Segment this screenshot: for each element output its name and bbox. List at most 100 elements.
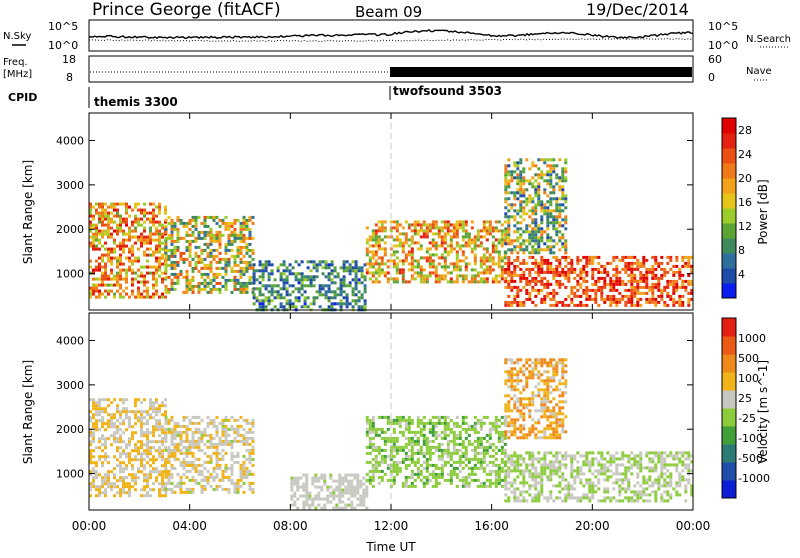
- heatmap-cell: [116, 449, 119, 452]
- heatmap-cell: [513, 197, 516, 200]
- heatmap-cell: [301, 278, 304, 281]
- heatmap-cell: [570, 262, 573, 265]
- heatmap-cell: [201, 449, 204, 452]
- heatmap-cell: [471, 467, 474, 470]
- heatmap-cell: [549, 469, 552, 472]
- heatmap-cell: [149, 218, 152, 221]
- heatmap-cell: [585, 262, 588, 265]
- heatmap-cell: [155, 257, 158, 260]
- heatmap-cell: [642, 475, 645, 478]
- heatmap-cell: [116, 431, 119, 434]
- heatmap-cell: [528, 224, 531, 227]
- heatmap-cell: [450, 470, 453, 473]
- heatmap-cell: [204, 225, 207, 228]
- heatmap-cell: [450, 476, 453, 479]
- heatmap-cell: [168, 249, 171, 252]
- heatmap-cell: [615, 478, 618, 481]
- heatmap-cell: [537, 200, 540, 203]
- heatmap-cell: [113, 431, 116, 434]
- heatmap-cell: [408, 250, 411, 253]
- heatmap-cell: [372, 476, 375, 479]
- heatmap-cell: [573, 481, 576, 484]
- heatmap-cell: [420, 274, 423, 277]
- heatmap-cell: [204, 434, 207, 437]
- heatmap-cell: [393, 262, 396, 265]
- heatmap-cell: [116, 479, 119, 482]
- heatmap-cell: [334, 290, 337, 293]
- heatmap-cell: [259, 269, 262, 272]
- heatmap-cell: [429, 458, 432, 461]
- heatmap-cell: [359, 486, 362, 489]
- heatmap-cell: [234, 431, 237, 434]
- heatmap-cell: [435, 277, 438, 280]
- heatmap-cell: [225, 222, 228, 225]
- heatmap-cell: [372, 470, 375, 473]
- heatmap-cell: [450, 464, 453, 467]
- heatmap-cell: [495, 446, 498, 449]
- heatmap-cell: [516, 227, 519, 230]
- heatmap-cell: [429, 256, 432, 259]
- heatmap-cell: [219, 485, 222, 488]
- heatmap-cell: [95, 248, 98, 251]
- heatmap-cell: [113, 437, 116, 440]
- heatmap-cell: [252, 237, 255, 240]
- heatmap-cell: [304, 296, 307, 299]
- heatmap-cell: [615, 463, 618, 466]
- heatmap-cell: [325, 290, 328, 293]
- heatmap-cell: [534, 493, 537, 496]
- heatmap-cell: [405, 259, 408, 262]
- heatmap-cell: [561, 301, 564, 304]
- heatmap-cell: [311, 504, 314, 507]
- heatmap-cell: [396, 470, 399, 473]
- heatmap-cell: [459, 449, 462, 452]
- heatmap-cell: [495, 262, 498, 265]
- heatmap-cell: [441, 244, 444, 247]
- heatmap-cell: [513, 481, 516, 484]
- heatmap-cell: [128, 473, 131, 476]
- heatmap-cell: [128, 296, 131, 299]
- heatmap-cell: [609, 295, 612, 298]
- heatmap-cell: [237, 440, 240, 443]
- heatmap-cell: [253, 272, 256, 275]
- heatmap-cell: [131, 467, 134, 470]
- heatmap-cell: [426, 449, 429, 452]
- heatmap-cell: [597, 277, 600, 280]
- heatmap-cell: [119, 440, 122, 443]
- heatmap-cell: [471, 274, 474, 277]
- heatmap-cell: [495, 479, 498, 482]
- heatmap-cell: [164, 296, 167, 299]
- heatmap-cell: [128, 488, 131, 491]
- heatmap-cell: [313, 284, 316, 287]
- heatmap-cell: [372, 473, 375, 476]
- heatmap-cell: [265, 269, 268, 272]
- heatmap-cell: [519, 203, 522, 206]
- heatmap-cell: [381, 449, 384, 452]
- heatmap-cell: [101, 398, 104, 401]
- heatmap-cell: [168, 234, 171, 237]
- heatmap-cell: [429, 419, 432, 422]
- heatmap-cell: [113, 275, 116, 278]
- heatmap-cell: [369, 262, 372, 265]
- cpid-segment-1: themis 3300: [94, 95, 178, 109]
- heatmap-cell: [492, 250, 495, 253]
- heatmap-cell: [483, 482, 486, 485]
- heatmap-cell: [456, 437, 459, 440]
- heatmap-cell: [101, 224, 104, 227]
- heatmap-cell: [507, 236, 510, 239]
- heatmap-cell: [262, 278, 265, 281]
- heatmap-cell: [513, 194, 516, 197]
- heatmap-cell: [116, 266, 119, 269]
- heatmap-cell: [116, 281, 119, 284]
- heatmap-cell: [161, 488, 164, 491]
- heatmap-cell: [531, 209, 534, 212]
- heatmap-cell: [549, 170, 552, 173]
- heatmap-cell: [222, 458, 225, 461]
- heatmap-cell: [192, 258, 195, 261]
- heatmap-cell: [624, 271, 627, 274]
- heatmap-cell: [186, 279, 189, 282]
- heatmap-cell: [384, 250, 387, 253]
- colorbar-swatch: [722, 253, 736, 269]
- heatmap-cell: [174, 249, 177, 252]
- heatmap-cell: [322, 260, 325, 263]
- heatmap-cell: [92, 236, 95, 239]
